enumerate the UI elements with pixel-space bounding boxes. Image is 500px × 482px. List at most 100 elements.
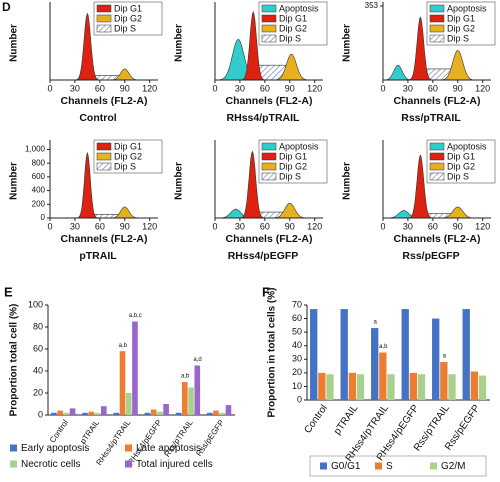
y-tick-label: 60 xyxy=(292,313,302,323)
bar xyxy=(69,408,76,415)
bar xyxy=(356,374,365,400)
legend-label: Dip G1 xyxy=(447,13,475,23)
x-tick-label: 90 xyxy=(453,221,463,231)
x-tick-label: 30 xyxy=(403,221,413,231)
legend-swatch xyxy=(261,24,277,33)
y-tick-label: 0 xyxy=(297,394,302,404)
x-tick-label: 30 xyxy=(70,221,80,231)
legend-swatch xyxy=(429,24,445,33)
legend-label: Dip G2 xyxy=(447,161,475,171)
y-axis-label: Number xyxy=(9,24,20,62)
legend-label: Dip S xyxy=(447,171,469,181)
bar xyxy=(182,382,188,415)
bar xyxy=(417,374,426,400)
y-tick-label: 400 xyxy=(32,186,46,195)
x-tick-label: 90 xyxy=(120,221,130,231)
x-tick-label: 0 xyxy=(47,83,52,93)
legend-label: Dip S xyxy=(279,171,301,181)
y-tick-label: 1,000 xyxy=(25,145,46,154)
legend-swatch xyxy=(430,462,437,470)
legend-swatch xyxy=(96,162,112,171)
legend-swatch xyxy=(429,14,445,23)
x-tick-label: 90 xyxy=(285,83,295,93)
x-tick-label: 60 xyxy=(95,83,105,93)
y-axis-label: Number xyxy=(9,162,20,200)
bar xyxy=(478,375,487,400)
bar xyxy=(150,409,157,415)
bar xyxy=(125,393,132,415)
x-tick-label: 120 xyxy=(475,83,490,93)
legend-swatch xyxy=(96,152,112,161)
y-tick-label: 70 xyxy=(292,299,302,309)
legend-label: Apoptosis xyxy=(279,141,319,151)
panel-label: E xyxy=(4,284,13,299)
bar xyxy=(440,362,448,400)
legend-swatch xyxy=(10,444,17,452)
legend-label: Dip G1 xyxy=(114,3,142,13)
bar xyxy=(318,372,326,400)
x-tick-label: 30 xyxy=(235,221,245,231)
x-tick-label: 0 xyxy=(380,221,385,231)
legend-swatch xyxy=(320,462,327,470)
bar xyxy=(144,412,151,415)
bar xyxy=(310,309,318,400)
legend-swatch xyxy=(429,142,445,151)
legend-label: Apoptosis xyxy=(279,3,319,13)
x-axis-label: Channels (FL2-A) xyxy=(394,233,481,245)
legend-label: S xyxy=(386,461,393,472)
x-tick-label: 60 xyxy=(428,83,438,93)
legend-label: Dip S xyxy=(114,23,136,33)
y-tick-label: 353 xyxy=(365,1,379,10)
legend-swatch xyxy=(375,462,382,470)
x-tick-label: 120 xyxy=(475,221,490,231)
y-axis-label: Proportion in total cells (%) xyxy=(267,287,278,417)
legend-label: Dip G2 xyxy=(114,13,142,23)
bar xyxy=(219,412,226,415)
legend-swatch xyxy=(96,142,112,151)
annotation: a,b xyxy=(181,374,190,380)
legend-swatch xyxy=(96,4,112,13)
bar xyxy=(387,374,395,400)
bar xyxy=(213,410,219,415)
panel-label: D xyxy=(2,0,11,14)
y-tick-label: 60 xyxy=(33,343,43,353)
bar xyxy=(119,351,126,415)
legend-label: Necrotic cells xyxy=(21,459,80,470)
annotation: a,b xyxy=(119,343,128,349)
x-tick-label: pTRAIL xyxy=(332,403,361,437)
y-axis-label: Number xyxy=(342,162,353,200)
y-tick-label: 100 xyxy=(28,299,43,309)
x-axis-label: Channels (FL2-A) xyxy=(226,95,313,107)
bar xyxy=(340,309,348,400)
panel-title: Rss/pTRAIL xyxy=(401,112,461,124)
bar xyxy=(132,321,138,415)
legend-swatch xyxy=(96,14,112,23)
bar xyxy=(348,372,357,400)
x-tick-label: 30 xyxy=(70,83,80,93)
bar xyxy=(113,412,120,415)
x-tick-label: 60 xyxy=(260,221,270,231)
legend-swatch xyxy=(96,24,112,33)
legend-swatch xyxy=(261,172,277,181)
x-tick-label: 0 xyxy=(47,221,52,231)
legend-swatch xyxy=(10,460,17,468)
x-tick-label: 90 xyxy=(453,83,463,93)
y-axis-label: Number xyxy=(342,24,353,62)
bar xyxy=(225,405,232,415)
bar xyxy=(470,371,479,400)
legend-swatch xyxy=(429,4,445,13)
x-tick-label: 90 xyxy=(285,221,295,231)
bar xyxy=(63,412,70,415)
legend-swatch xyxy=(261,152,277,161)
y-tick-label: 20 xyxy=(33,387,43,397)
x-tick-label: 30 xyxy=(235,83,245,93)
x-tick-label: pTRAIL xyxy=(78,418,101,446)
panel-title: RHss4/pEGFP xyxy=(228,250,299,262)
x-axis-label: Channels (FL2-A) xyxy=(61,95,148,107)
bar xyxy=(51,412,57,415)
legend-label: Dip G2 xyxy=(279,23,307,33)
bar xyxy=(100,406,107,415)
legend-label: Dip S xyxy=(114,161,136,171)
annotation: a,d xyxy=(193,357,201,363)
